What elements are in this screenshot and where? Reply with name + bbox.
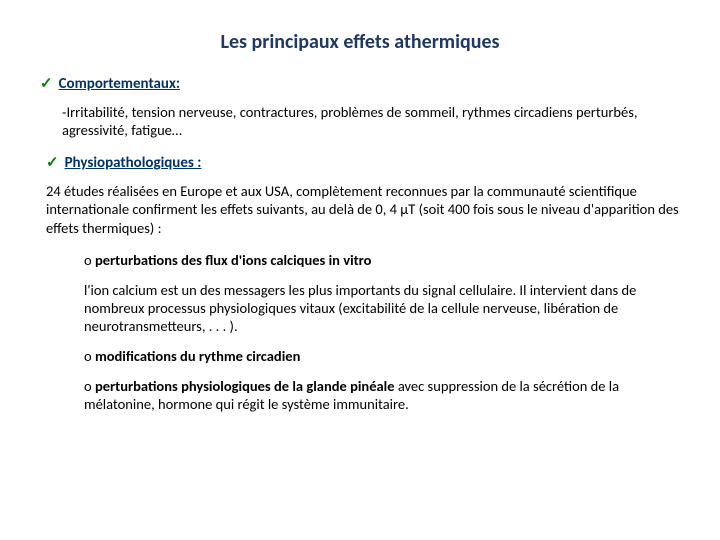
section1-heading: ✓ Comportementaux: bbox=[40, 74, 680, 93]
checkmark-icon: ✓ bbox=[46, 153, 59, 172]
bullet-label: perturbations des flux d'ions calciques … bbox=[95, 251, 372, 269]
section2-heading: ✓ Physiopathologiques : bbox=[46, 153, 680, 172]
page-title: Les principaux effets athermiques bbox=[40, 30, 680, 54]
section2-intro: 24 études réalisées en Europe et aux USA… bbox=[40, 182, 680, 236]
section2-heading-text: Physiopathologiques : bbox=[65, 154, 202, 172]
bullet-body: l'ion calcium est un des messagers les p… bbox=[40, 281, 680, 335]
bullet-label: modifications du rythme circadien bbox=[95, 347, 300, 365]
section1-body: -Irritabilité, tension nerveuse, contrac… bbox=[40, 103, 680, 139]
checkmark-icon: ✓ bbox=[40, 74, 53, 93]
bullet-label: perturbations physiologiques de la gland… bbox=[95, 377, 395, 395]
bullet-item: o perturbations des flux d'ions calcique… bbox=[40, 251, 680, 269]
bullet-marker: o bbox=[84, 251, 92, 269]
bullet-marker: o bbox=[84, 377, 92, 395]
slide-page: Les principaux effets athermiques ✓ Compo… bbox=[0, 0, 720, 540]
section1-heading-text: Comportementaux: bbox=[59, 75, 180, 93]
bullet-marker: o bbox=[84, 347, 92, 365]
bullet-item: o modifications du rythme circadien bbox=[40, 347, 680, 365]
bullet-item: o perturbations physiologiques de la gla… bbox=[40, 377, 680, 413]
